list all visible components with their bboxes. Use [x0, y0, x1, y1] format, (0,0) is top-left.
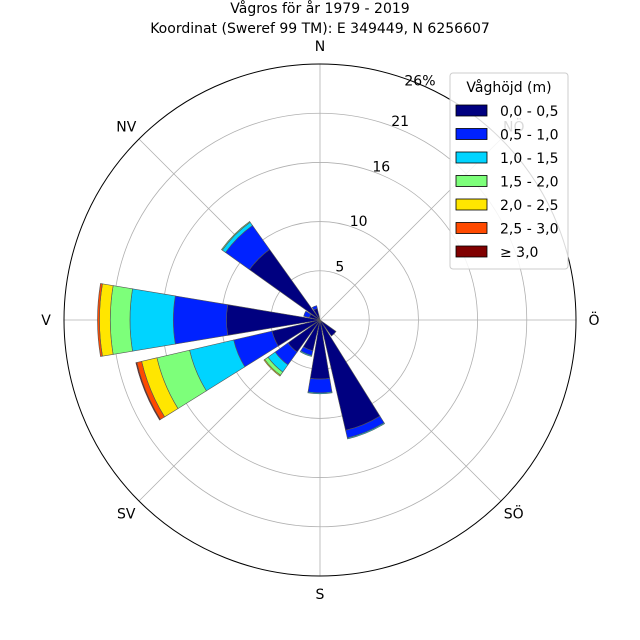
- radial-tick-labels: 5 10 16 21 26%: [335, 73, 435, 275]
- legend-swatch: [455, 198, 488, 211]
- legend-label: 1,0 - 1,5: [500, 151, 558, 167]
- direction-label: SÖ: [504, 505, 524, 523]
- bar-segment: [311, 305, 318, 311]
- legend: Våghöjd (m) 0,0 - 0,5 0,5 - 1,0 1,0 - 1,5 1…: [449, 72, 569, 270]
- bar-segment: [319, 319, 337, 337]
- bar-segment: [173, 295, 229, 345]
- legend-swatch: [455, 104, 488, 117]
- radial-tick-label: 16: [372, 159, 390, 175]
- legend-label: 0,0 - 0,5: [500, 104, 558, 120]
- chart-title: Vågros för år 1979 - 2019: [230, 0, 409, 17]
- legend-title: Våghöjd (m): [466, 79, 551, 96]
- direction-label: V: [41, 313, 51, 329]
- legend-swatch: [455, 128, 488, 140]
- radial-max-label: 26%: [404, 73, 435, 89]
- legend-swatch: [455, 175, 488, 187]
- bar-segment: [129, 288, 176, 352]
- radial-tick-label: 5: [335, 260, 344, 276]
- bar-segment: [97, 283, 103, 357]
- outer-circle: [63, 63, 577, 577]
- bar-segment: [221, 221, 251, 251]
- grid-spoke: [319, 319, 502, 502]
- bar-segment: [307, 391, 333, 395]
- bar-segment: [303, 310, 312, 318]
- direction-label: S: [316, 587, 325, 603]
- legend-label: 0,5 - 1,0: [500, 128, 558, 144]
- bar-segment: [263, 359, 281, 377]
- direction-label: Ö: [588, 311, 599, 329]
- bar-segment: [109, 285, 133, 355]
- legend-swatch: [455, 245, 488, 258]
- radial-tick-label: 10: [350, 214, 368, 230]
- rose-bars: [97, 221, 386, 440]
- legend-items: 0,0 - 0,5 0,5 - 1,0 1,0 - 1,5 1,5 - 2,0 2,0 …: [455, 104, 558, 261]
- bar-segment: [299, 350, 313, 357]
- legend-frame: [449, 72, 569, 270]
- bar-segment: [135, 362, 161, 421]
- legend-swatch: [455, 151, 488, 164]
- legend-label: 2,5 - 3,0: [500, 222, 558, 238]
- legend-label: 1,5 - 2,0: [500, 175, 558, 191]
- bar-segment: [249, 249, 321, 321]
- legend-swatch: [455, 222, 488, 234]
- bar-segment: [307, 377, 333, 394]
- legend-label: ≥ 3,0: [500, 245, 538, 261]
- radial-tick-label: 21: [391, 114, 409, 130]
- chart-subtitle: Koordinat (Sweref 99 TM): E 349449, N 62…: [150, 21, 490, 37]
- legend-label: 2,0 - 2,5: [500, 198, 558, 214]
- direction-label: N: [315, 39, 325, 55]
- direction-label: SV: [117, 507, 136, 523]
- bar-segment: [346, 422, 386, 440]
- direction-label: NV: [116, 119, 136, 135]
